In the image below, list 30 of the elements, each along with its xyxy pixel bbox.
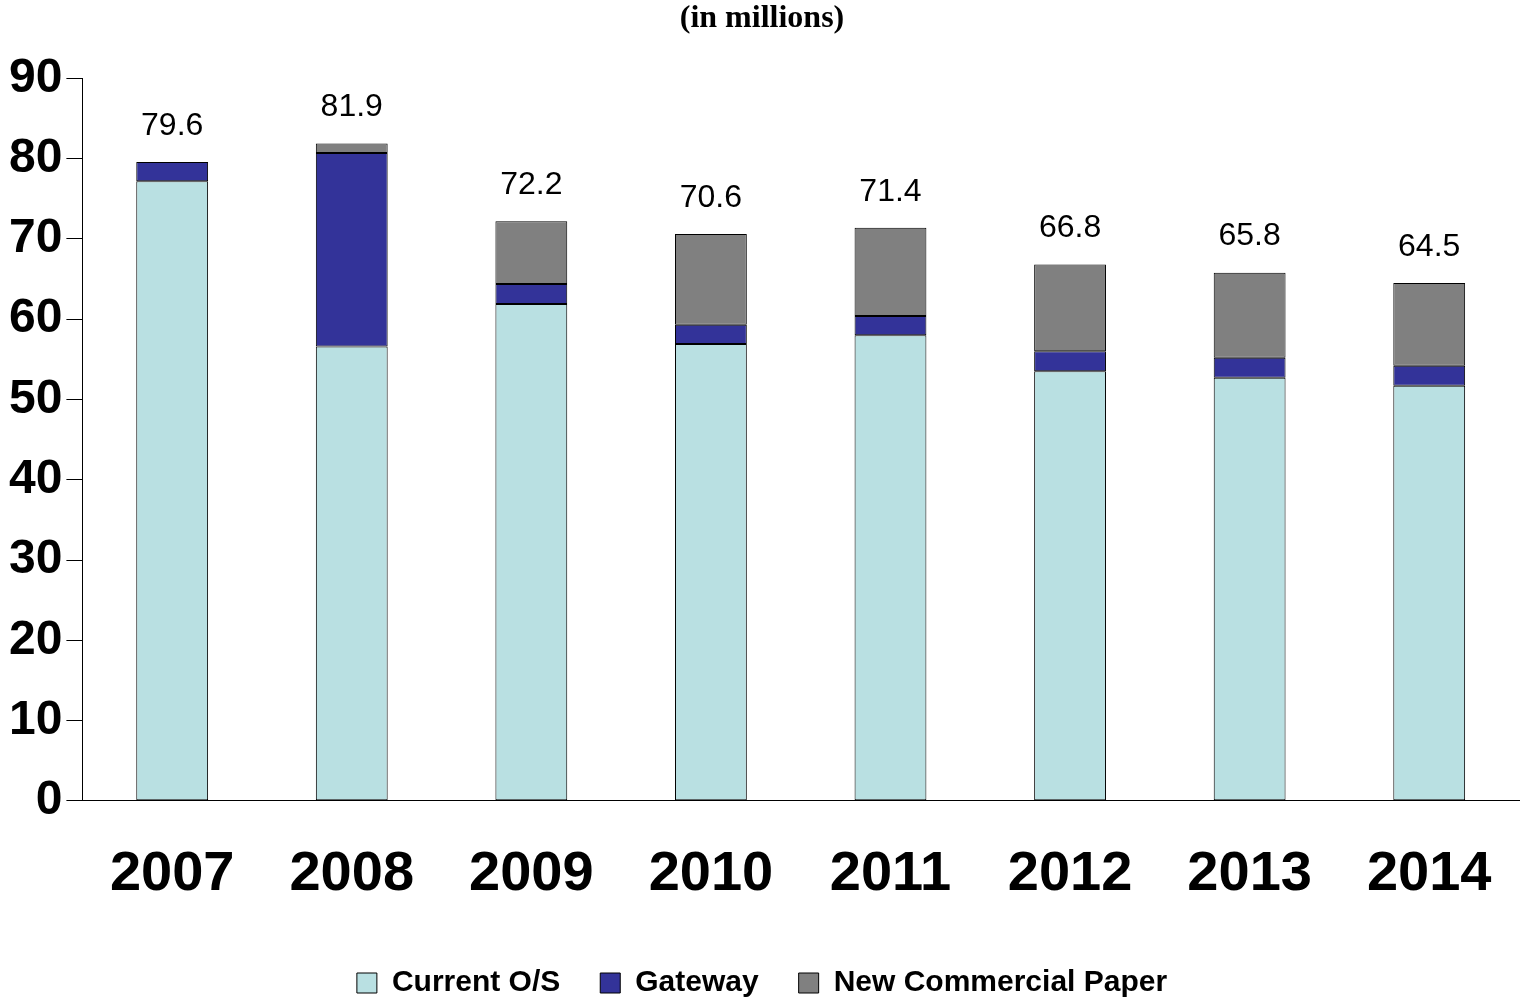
x-tick-label: 2012 bbox=[1007, 838, 1133, 902]
x-tick-label: 2007 bbox=[109, 838, 235, 902]
y-tick-label: 40 bbox=[9, 449, 63, 503]
total-label: 71.4 bbox=[859, 171, 922, 208]
total-label: 72.2 bbox=[500, 165, 563, 202]
x-tick-label: 2009 bbox=[469, 838, 594, 902]
y-tick-label: 50 bbox=[9, 369, 63, 423]
total-label: 64.5 bbox=[1398, 226, 1461, 263]
y-tick-label: 10 bbox=[9, 690, 63, 744]
x-tick-label: 2010 bbox=[648, 838, 774, 902]
y-tick-label: 0 bbox=[35, 771, 63, 825]
y-tick-label: 80 bbox=[9, 128, 63, 182]
y-tick-label: 30 bbox=[9, 530, 63, 584]
legend-label: Current O/S bbox=[391, 964, 561, 998]
total-label: 66.8 bbox=[1038, 208, 1102, 245]
y-tick-label: 70 bbox=[9, 209, 63, 263]
total-label: 81.9 bbox=[320, 87, 383, 124]
x-tick-label: 2013 bbox=[1187, 838, 1312, 902]
total-label: 65.8 bbox=[1218, 216, 1281, 253]
legend-label: Gateway bbox=[635, 964, 759, 998]
x-tick-label: 2008 bbox=[289, 838, 415, 902]
y-tick-label: 20 bbox=[9, 610, 63, 664]
chart-title: (in millions) bbox=[679, 0, 845, 35]
x-tick-label: 2014 bbox=[1366, 838, 1492, 902]
legend-label: New Commercial Paper bbox=[833, 964, 1168, 998]
y-tick-label: 90 bbox=[9, 48, 63, 102]
x-tick-label: 2011 bbox=[829, 838, 952, 902]
total-label: 79.6 bbox=[141, 105, 204, 142]
total-label: 70.6 bbox=[679, 177, 743, 214]
y-tick-label: 60 bbox=[9, 289, 63, 343]
